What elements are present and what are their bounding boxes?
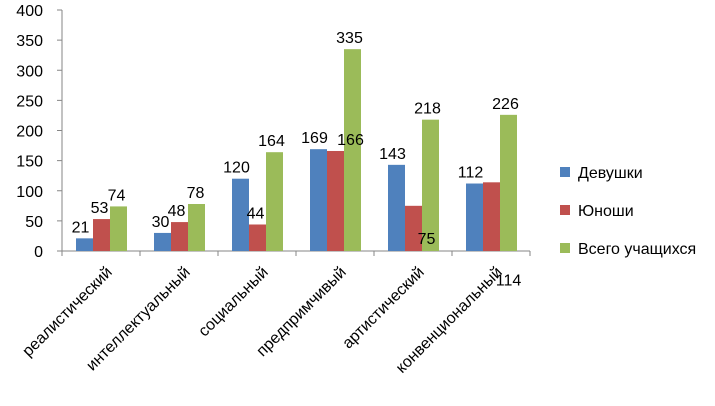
bar-vsego-2	[266, 152, 283, 251]
bar-yunoshi-0	[93, 219, 110, 251]
y-tick-label: 50	[25, 214, 43, 231]
data-label: 166	[337, 132, 364, 149]
data-label: 74	[108, 187, 126, 204]
data-label: 112	[458, 165, 484, 182]
bars	[76, 49, 517, 252]
bar-devushki-3	[310, 149, 327, 251]
data-label: 44	[247, 205, 265, 222]
legend-label: Юноши	[578, 203, 634, 220]
data-label: 218	[414, 101, 441, 118]
category-label: артистический	[339, 264, 427, 352]
y-tick-label: 250	[16, 93, 43, 110]
bar-vsego-5	[500, 114, 517, 252]
data-label: 164	[258, 133, 285, 150]
data-label: 21	[72, 219, 90, 236]
data-label: 169	[301, 130, 328, 147]
data-label: 30	[152, 214, 170, 231]
legend-label: Всего учащихся	[578, 241, 696, 258]
data-label: 53	[91, 200, 109, 217]
bar-devushki-0	[76, 238, 93, 251]
data-label: 75	[418, 231, 436, 248]
y-tick-label: 300	[16, 63, 43, 80]
y-tick-label: 0	[34, 244, 43, 261]
bar-yunoshi-2	[249, 224, 266, 251]
bar-devushki-5	[466, 183, 483, 251]
legend-label: Девушки	[578, 165, 643, 182]
bar-devushki-1	[154, 232, 171, 251]
data-label: 226	[492, 96, 519, 113]
legend: Девушки Юноши Всего учащихся	[560, 165, 696, 258]
legend-swatch	[560, 167, 570, 177]
bar-yunoshi-4	[405, 205, 422, 251]
y-axis: 0 50 100 150 200 250 300 350 400	[16, 3, 63, 261]
data-label: 120	[223, 160, 250, 177]
category-label: социальный	[195, 264, 271, 340]
bar-vsego-4	[422, 119, 439, 251]
data-label: 143	[379, 146, 406, 163]
bar-yunoshi-3	[327, 150, 344, 251]
y-tick-label: 200	[16, 124, 43, 141]
y-tick-label: 100	[16, 184, 43, 201]
bar-vsego-1	[188, 204, 205, 251]
bar-yunoshi-5	[483, 182, 500, 251]
bar-devushki-4	[388, 164, 405, 251]
bar-devushki-2	[232, 178, 249, 251]
data-label: 78	[187, 185, 205, 202]
legend-swatch	[560, 243, 570, 253]
data-label: 335	[336, 30, 363, 47]
y-tick-label: 350	[16, 33, 43, 50]
y-tick-label: 400	[16, 3, 43, 20]
bar-yunoshi-1	[171, 222, 188, 251]
bar-vsego-3	[344, 49, 361, 251]
y-tick-label: 150	[16, 154, 43, 171]
legend-swatch	[560, 205, 570, 215]
bar-vsego-0	[110, 206, 127, 251]
x-axis	[61, 250, 531, 256]
data-label: 114	[496, 272, 522, 289]
data-label: 48	[168, 203, 186, 220]
